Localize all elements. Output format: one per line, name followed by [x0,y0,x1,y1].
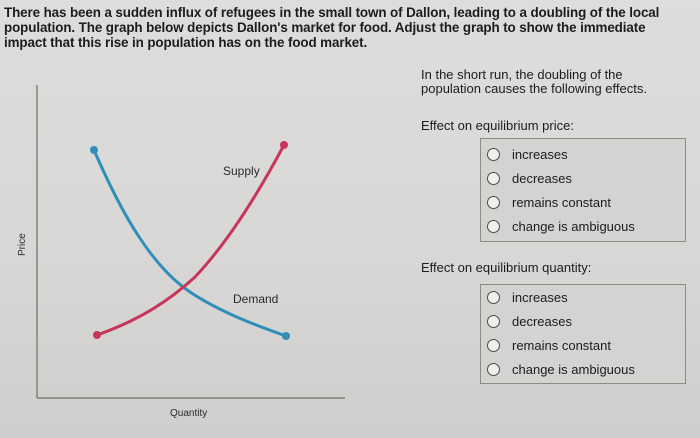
radio-button[interactable] [487,314,500,328]
radio-button[interactable] [487,195,500,209]
option-label: change is ambiguous [512,361,635,377]
option-label: remains constant [512,337,611,353]
price-effect-title: Effect on equilibrium price: [421,118,574,133]
option-label: decreases [512,313,572,329]
quantity-effect-title: Effect on equilibrium quantity: [421,260,592,275]
supply-curve-top-handle[interactable] [280,141,288,149]
radio-button[interactable] [487,171,500,185]
price-option-ambiguous[interactable]: change is ambiguous [481,214,685,238]
radio-button[interactable] [487,338,500,352]
quantity-option-decreases[interactable]: decreases [481,309,685,333]
prompt-line-2: population. The graph below depicts Dall… [4,20,646,35]
option-label: decreases [512,170,572,186]
intro-line-2: population causes the following effects. [421,81,647,96]
demand-label: Demand [233,292,278,306]
supply-demand-graph[interactable]: Supply Demand Price Quantity [0,60,410,438]
radio-button[interactable] [487,362,500,376]
x-axis-label: Quantity [170,408,207,419]
demand-curve-bottom-handle[interactable] [282,332,290,340]
prompt-line-1: There has been a sudden influx of refuge… [4,5,660,20]
prompt-line-3: impact that this rise in population has … [4,35,368,50]
option-label: change is ambiguous [512,218,635,234]
effects-panel: In the short run, the doubling of the po… [421,68,691,108]
quantity-option-ambiguous[interactable]: change is ambiguous [481,357,685,381]
intro-line-1: In the short run, the doubling of the [421,67,623,82]
demand-curve[interactable] [92,149,287,338]
price-option-decreases[interactable]: decreases [481,166,685,190]
radio-button[interactable] [487,219,500,233]
question-prompt: There has been a sudden influx of refuge… [4,5,694,50]
supply-curve-bottom-handle[interactable] [93,331,101,339]
supply-label: Supply [223,164,260,178]
option-label: remains constant [512,194,611,210]
option-label: increases [512,146,568,162]
price-option-increases[interactable]: increases [481,142,685,166]
radio-button[interactable] [487,147,500,161]
supply-curve[interactable] [96,144,286,337]
quantity-effect-options: increases decreases remains constant cha… [480,284,686,384]
option-label: increases [512,289,568,305]
quantity-option-increases[interactable]: increases [481,285,685,309]
y-axis-label: Price [17,233,28,256]
quantity-option-remains-constant[interactable]: remains constant [481,333,685,357]
price-effect-options: increases decreases remains constant cha… [480,138,686,242]
price-option-remains-constant[interactable]: remains constant [481,190,685,214]
radio-button[interactable] [487,290,500,304]
effects-intro: In the short run, the doubling of the po… [421,68,691,96]
demand-curve-top-handle[interactable] [90,146,98,154]
